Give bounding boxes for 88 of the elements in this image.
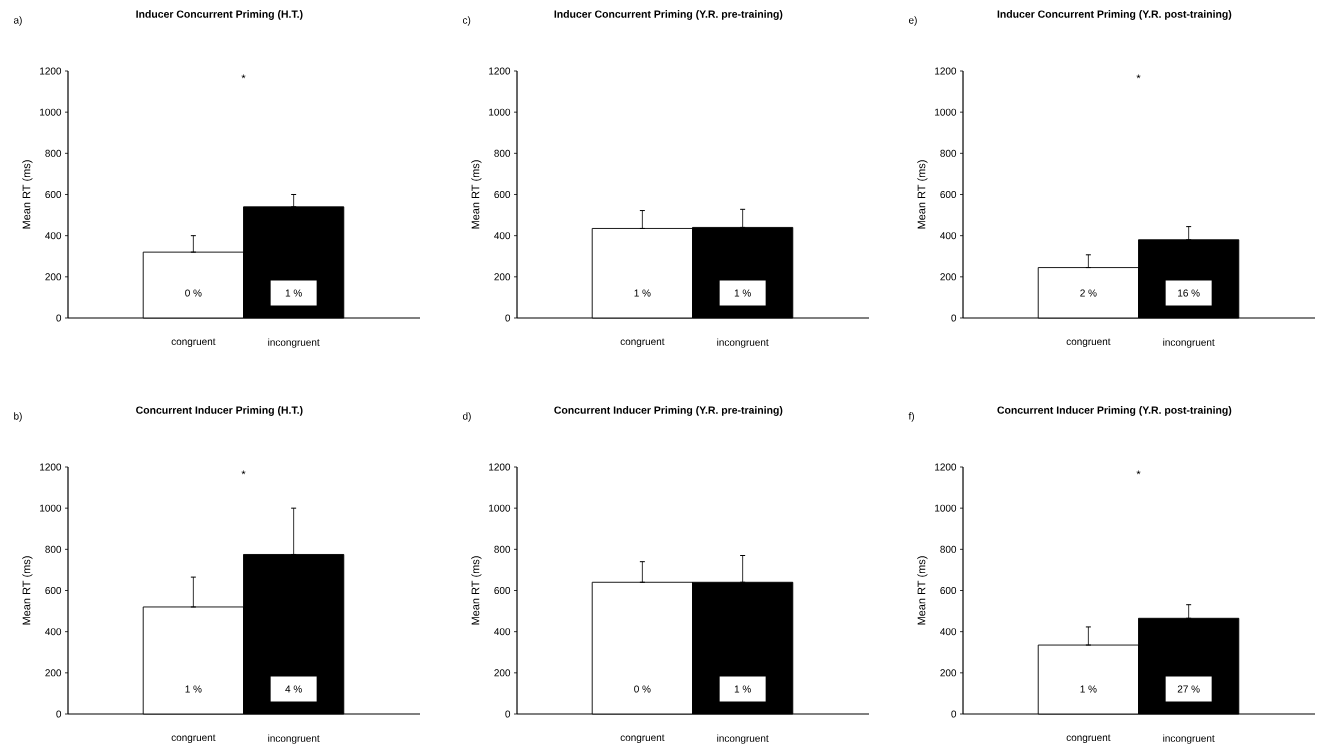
y-tick-label: 200 <box>45 669 62 677</box>
annotation: * <box>241 470 246 475</box>
y-tick-label: 600 <box>45 586 62 595</box>
x-tick-label: incongruent <box>268 734 320 744</box>
y-tick-label: 0 <box>505 314 511 322</box>
y-tick-label: 1200 <box>935 67 957 75</box>
y-tick-label: 400 <box>940 232 957 240</box>
annotation: 1 % <box>734 685 751 693</box>
y-tick-label: 0 <box>56 710 62 718</box>
chart-title: Inducer Concurrent Priming (Y.R. post-training) <box>997 10 1232 20</box>
y-tick-label: 200 <box>940 669 957 677</box>
y-axis-title: Mean RT (ms) <box>471 160 482 229</box>
annotation: 1 % <box>1080 685 1097 693</box>
y-tick-label: 200 <box>45 273 62 281</box>
y-tick-label: 1000 <box>935 108 957 116</box>
chart-title: Concurrent Inducer Priming (Y.R. pre-training) <box>554 406 783 416</box>
text: f) <box>908 412 914 422</box>
y-axis-title: Mean RT (ms) <box>22 556 33 625</box>
x-tick-label: incongruent <box>717 338 769 348</box>
y-tick-label: 800 <box>45 545 62 553</box>
x-tick-label: incongruent <box>717 734 769 744</box>
x-tick-label: congruent <box>171 338 216 348</box>
y-axis-title: Mean RT (ms) <box>917 160 928 229</box>
text: a) <box>13 16 22 26</box>
y-tick-label: 1000 <box>489 108 511 116</box>
y-axis-title: Mean RT (ms) <box>22 160 33 229</box>
y-tick-label: 1000 <box>40 504 62 512</box>
annotation: 1 % <box>285 289 302 297</box>
y-tick-label: 600 <box>45 190 62 199</box>
y-axis-title: Mean RT (ms) <box>917 556 928 625</box>
y-tick-label: 1000 <box>40 108 62 116</box>
y-tick-label: 200 <box>940 273 957 281</box>
y-tick-label: 800 <box>940 545 957 553</box>
annotation: 4 % <box>285 685 302 693</box>
x-tick-label: congruent <box>171 734 216 744</box>
y-axis-title: Mean RT (ms) <box>471 556 482 625</box>
annotation: 0 % <box>185 289 202 297</box>
chart-title: Inducer Concurrent Priming (H.T.) <box>136 10 303 20</box>
y-tick-label: 1200 <box>40 67 62 75</box>
chart-title: Concurrent Inducer Priming (H.T.) <box>136 406 303 416</box>
y-tick-label: 0 <box>56 314 62 322</box>
text: c) <box>462 16 471 26</box>
y-tick-label: 600 <box>940 190 957 199</box>
x-tick-label: congruent <box>620 338 665 348</box>
annotation: 1 % <box>634 289 651 297</box>
y-tick-label: 1200 <box>935 463 957 471</box>
annotation: * <box>241 74 246 79</box>
y-tick-label: 1200 <box>40 463 62 471</box>
annotation: 2 % <box>1080 289 1097 297</box>
y-tick-label: 600 <box>940 586 957 595</box>
annotation: * <box>1136 74 1141 79</box>
x-tick-label: incongruent <box>268 338 320 348</box>
y-tick-label: 800 <box>45 149 62 157</box>
y-tick-label: 1000 <box>935 504 957 512</box>
x-tick-label: congruent <box>1066 338 1111 348</box>
y-tick-label: 400 <box>494 232 511 240</box>
x-tick-label: incongruent <box>1163 734 1215 744</box>
y-tick-label: 600 <box>494 586 511 595</box>
annotation: 0 % <box>634 685 651 693</box>
x-tick-label: congruent <box>620 734 665 744</box>
y-tick-label: 400 <box>45 232 62 240</box>
y-tick-label: 800 <box>494 149 511 157</box>
annotation: * <box>1136 470 1141 475</box>
annotation: 27 % <box>1177 685 1200 693</box>
y-tick-label: 600 <box>494 190 511 199</box>
annotation: 1 % <box>734 289 751 297</box>
y-tick-label: 800 <box>494 545 511 553</box>
text: d) <box>462 412 471 422</box>
y-tick-label: 400 <box>494 628 511 636</box>
y-tick-label: 200 <box>494 669 511 677</box>
x-tick-label: congruent <box>1066 734 1111 744</box>
x-tick-label: incongruent <box>1163 338 1215 348</box>
y-tick-label: 400 <box>45 628 62 636</box>
y-tick-label: 800 <box>940 149 957 157</box>
y-tick-label: 400 <box>940 628 957 636</box>
annotation: 16 % <box>1178 289 1200 297</box>
chart-title: Concurrent Inducer Priming (Y.R. post-training) <box>997 406 1232 416</box>
y-tick-label: 0 <box>505 710 511 718</box>
y-tick-label: 0 <box>951 314 957 322</box>
y-tick-label: 200 <box>494 273 511 281</box>
y-tick-label: 1200 <box>489 463 511 471</box>
y-tick-label: 0 <box>951 710 957 718</box>
annotation: 1 % <box>185 685 202 693</box>
chart-title: Inducer Concurrent Priming (Y.R. pre-training) <box>554 10 783 20</box>
text: e) <box>908 16 917 26</box>
y-tick-label: 1000 <box>489 504 511 512</box>
y-tick-label: 1200 <box>489 67 511 75</box>
text: b) <box>14 412 22 422</box>
